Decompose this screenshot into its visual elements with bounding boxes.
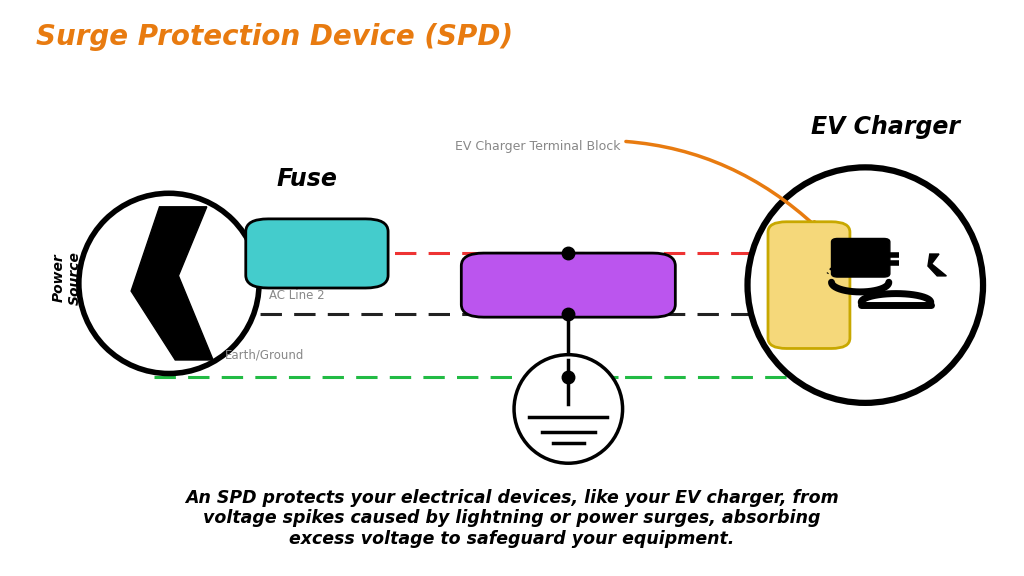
Ellipse shape [514, 355, 623, 463]
FancyBboxPatch shape [768, 222, 850, 348]
FancyBboxPatch shape [831, 238, 890, 277]
Text: Surge Protector: Surge Protector [509, 279, 628, 291]
Polygon shape [131, 207, 213, 360]
Ellipse shape [79, 194, 259, 373]
Text: EV Charger: EV Charger [811, 115, 961, 139]
Text: Fuse: Fuse [276, 166, 338, 191]
Text: AC Line 2: AC Line 2 [269, 289, 325, 302]
Text: Power
Source: Power Source [51, 251, 82, 305]
Polygon shape [928, 254, 946, 276]
Ellipse shape [748, 168, 983, 403]
Text: Surge Protection Device (SPD): Surge Protection Device (SPD) [36, 23, 513, 51]
Text: An SPD protects your electrical devices, like your EV charger, from
voltage spik: An SPD protects your electrical devices,… [185, 488, 839, 548]
FancyBboxPatch shape [246, 219, 388, 288]
Text: AC Line 1: AC Line 1 [269, 223, 325, 236]
FancyBboxPatch shape [461, 253, 676, 317]
Text: EV Charger Terminal Block: EV Charger Terminal Block [455, 139, 816, 227]
Text: Earth/Ground: Earth/Ground [225, 348, 305, 361]
